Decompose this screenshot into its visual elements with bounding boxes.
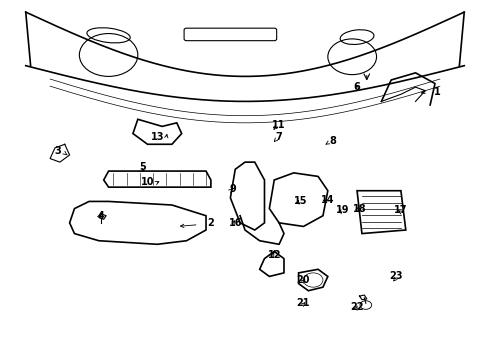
Text: 20: 20 <box>297 275 310 285</box>
Text: 10: 10 <box>141 177 154 187</box>
Text: 12: 12 <box>268 250 281 260</box>
Text: 2: 2 <box>208 218 214 228</box>
Text: 8: 8 <box>329 136 336 146</box>
Text: 9: 9 <box>229 184 236 194</box>
Text: 3: 3 <box>54 147 61 157</box>
Text: 7: 7 <box>276 132 282 142</box>
Text: 17: 17 <box>394 205 408 215</box>
Text: 4: 4 <box>98 211 105 221</box>
Text: 1: 1 <box>434 87 441 98</box>
Text: 16: 16 <box>228 218 242 228</box>
Text: 14: 14 <box>321 195 335 204</box>
Text: 15: 15 <box>294 197 308 206</box>
Text: 22: 22 <box>350 302 364 312</box>
Text: 19: 19 <box>336 205 349 215</box>
Text: 21: 21 <box>297 298 310 308</box>
Text: 18: 18 <box>353 203 367 213</box>
Text: 23: 23 <box>389 271 403 282</box>
Text: 13: 13 <box>150 132 164 142</box>
Text: 5: 5 <box>139 162 146 172</box>
Text: 6: 6 <box>354 82 361 92</box>
Text: 11: 11 <box>272 120 286 130</box>
